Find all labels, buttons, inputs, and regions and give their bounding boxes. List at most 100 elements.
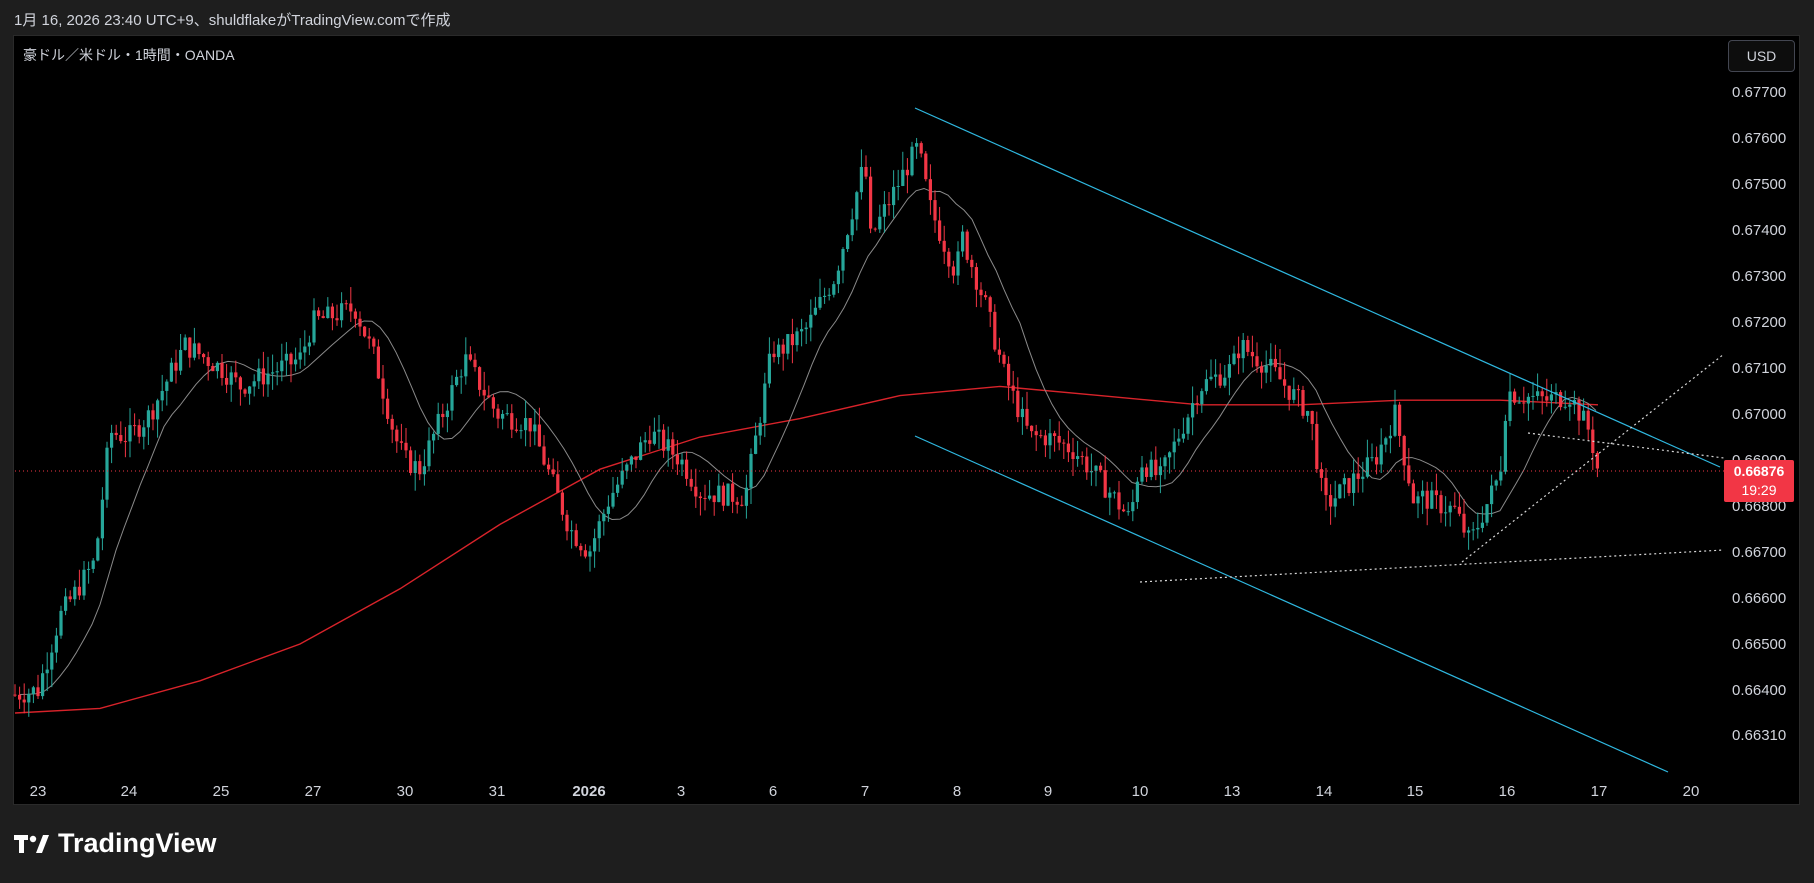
candle-body xyxy=(1089,470,1093,473)
candle-body xyxy=(491,397,495,409)
candle-body xyxy=(878,216,882,230)
dotted-rising-line[interactable] xyxy=(1461,353,1725,563)
candle-body xyxy=(1283,379,1287,386)
candle-body xyxy=(643,440,647,443)
candle-body xyxy=(956,251,960,276)
candle-body xyxy=(1145,467,1149,477)
candle-body xyxy=(924,153,928,180)
dotted-support-line[interactable] xyxy=(1139,549,1725,583)
candle-body xyxy=(915,143,919,147)
candle-body xyxy=(850,219,854,236)
candle-body xyxy=(620,470,624,485)
candle-body xyxy=(896,185,900,187)
candle-body xyxy=(694,486,698,497)
candle-body xyxy=(505,413,509,415)
candle-body xyxy=(18,694,22,700)
channel-upper-line[interactable] xyxy=(914,107,1721,468)
candle-body xyxy=(1232,353,1236,365)
candle-body xyxy=(1494,480,1498,486)
candle-body xyxy=(27,693,31,703)
candle-body xyxy=(96,538,100,561)
candle-body xyxy=(409,450,413,473)
candle-body xyxy=(859,166,863,193)
chart-area[interactable] xyxy=(13,35,1800,805)
candle-body xyxy=(1204,379,1208,392)
candle-body xyxy=(583,550,587,557)
candles-layer xyxy=(13,137,1599,717)
dotted-resistance-line[interactable] xyxy=(1527,432,1725,459)
candle-body xyxy=(1227,364,1231,378)
candle-body xyxy=(1080,456,1084,458)
currency-button[interactable]: USD xyxy=(1728,40,1795,72)
candle-body xyxy=(1292,389,1296,400)
candle-body xyxy=(648,440,652,444)
candle-body xyxy=(1508,391,1512,421)
candle-body xyxy=(846,235,850,250)
price-tick-label: 0.66400 xyxy=(1732,682,1786,699)
candle-body xyxy=(436,413,440,434)
last-price-tag: 0.66876 19:29 xyxy=(1724,460,1794,502)
time-tick-label: 20 xyxy=(1683,783,1700,800)
candle-body xyxy=(869,176,873,229)
tradingview-logo[interactable]: TradingView xyxy=(14,828,217,859)
candle-body xyxy=(1269,358,1273,366)
candle-body xyxy=(574,530,578,546)
candle-body xyxy=(1563,406,1567,408)
candle-body xyxy=(169,362,173,382)
candle-body xyxy=(91,560,95,569)
time-tick-label: 23 xyxy=(30,783,47,800)
candle-body xyxy=(795,331,799,346)
candle-body xyxy=(1430,490,1434,509)
candle-body xyxy=(1361,476,1365,479)
candle-body xyxy=(777,344,781,358)
price-tick-label: 0.67600 xyxy=(1732,130,1786,147)
candle-body xyxy=(390,418,394,430)
candle-body xyxy=(243,389,247,394)
channel-lower-line[interactable] xyxy=(914,435,1669,773)
candle-body xyxy=(873,228,877,230)
candle-body xyxy=(1324,477,1328,496)
candle-body xyxy=(1085,456,1089,473)
candle-body xyxy=(1398,404,1402,436)
candle-body xyxy=(73,586,77,600)
candle-body xyxy=(1214,374,1218,377)
candle-body xyxy=(685,459,689,479)
candle-body xyxy=(1011,385,1015,391)
candle-body xyxy=(404,442,408,451)
candle-body xyxy=(335,318,339,321)
candle-body xyxy=(657,429,661,432)
candle-body xyxy=(556,474,560,493)
candle-body xyxy=(183,337,187,350)
candle-body xyxy=(533,424,537,432)
candle-body xyxy=(114,432,118,436)
candle-body xyxy=(1329,495,1333,507)
candle-body xyxy=(1490,485,1494,505)
candle-body xyxy=(708,495,712,499)
candle-body xyxy=(229,372,233,385)
candle-body xyxy=(965,231,969,260)
candle-body xyxy=(192,343,196,358)
candle-body xyxy=(1195,403,1199,405)
candle-body xyxy=(1536,391,1540,396)
candle-body xyxy=(514,429,518,431)
candle-body xyxy=(238,377,242,390)
time-tick-label: 25 xyxy=(213,783,230,800)
time-tick-label: 6 xyxy=(769,783,777,800)
candle-body xyxy=(1149,459,1153,477)
candle-body xyxy=(13,694,17,696)
candle-body xyxy=(1223,377,1227,386)
candle-body xyxy=(478,367,482,390)
candle-body xyxy=(321,316,325,319)
candle-body xyxy=(919,143,923,154)
candle-body xyxy=(473,359,477,368)
candle-body xyxy=(1531,395,1535,397)
candle-body xyxy=(570,530,574,532)
price-axis: 0.67700 0.67600 0.67500 0.67400 0.67300 0.672… xyxy=(1732,84,1786,744)
candle-body xyxy=(110,432,114,448)
candle-body xyxy=(537,424,541,447)
last-price-value: 0.66876 xyxy=(1733,463,1785,479)
candle-body xyxy=(381,378,385,399)
candle-body xyxy=(772,353,776,358)
candle-body xyxy=(1140,467,1144,482)
candle-body xyxy=(1002,354,1006,364)
